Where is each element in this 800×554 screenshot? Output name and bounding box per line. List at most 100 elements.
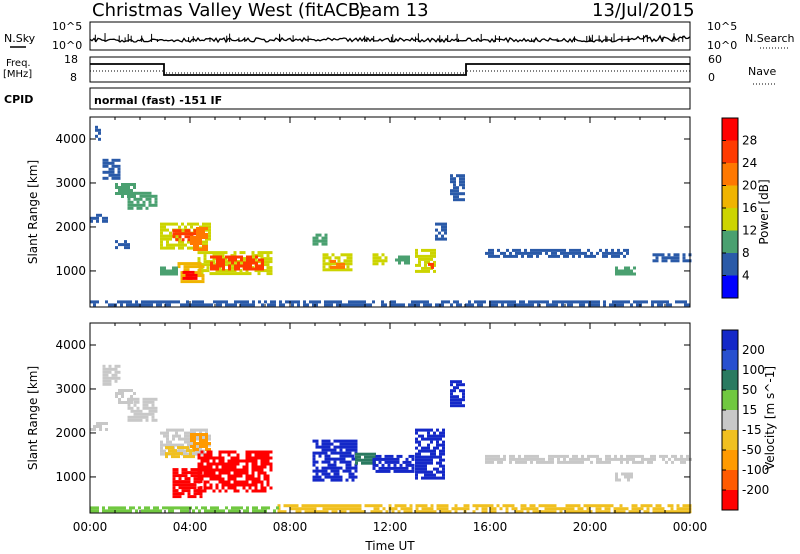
time-tick-label: 12:00 — [373, 520, 408, 534]
velocity-cell — [355, 452, 376, 465]
power-cell — [415, 248, 436, 273]
velocity-colorbar-swatch — [722, 470, 738, 491]
velocity-colorbar-frame — [721, 329, 739, 511]
velocity-colorbar-tick-label: -200 — [742, 483, 769, 497]
power-colorbar-swatch — [722, 140, 738, 164]
power-colorbar-swatch — [722, 230, 738, 254]
power-cell — [90, 213, 108, 223]
velocity-cell — [415, 428, 445, 480]
power-cell — [190, 227, 208, 251]
velocity-cell — [115, 389, 136, 404]
power-colorbar-swatch — [722, 253, 738, 276]
time-tick-label: 16:00 — [473, 520, 508, 534]
time-tick-label: 08:00 — [273, 520, 308, 534]
velocity-colorbar-swatch — [722, 450, 738, 471]
freq-panel-frame — [89, 56, 691, 83]
power-colorbar-label: Power [dB] — [757, 179, 771, 244]
noise-panel-frame — [89, 21, 691, 51]
nave-tick-bottom: 0 — [708, 71, 715, 84]
power-cell — [210, 255, 264, 271]
power-colorbar-tick-label: 16 — [742, 201, 757, 215]
velocity-colorbar-tick-label: -100 — [742, 463, 769, 477]
velocity-colorbar-ticks: 200 100 50 15 -15 -50 -100 -200 — [722, 343, 769, 497]
noise-right-tick-top: 10^5 — [707, 20, 737, 33]
power-cell — [395, 255, 410, 265]
power-cell — [115, 240, 130, 250]
power-cell — [450, 174, 465, 202]
noise-right-tick-bottom: 10^0 — [707, 39, 737, 52]
power-colorbar-swatch — [722, 163, 738, 186]
power-cell — [428, 262, 434, 269]
date-title: 13/Jul/2015 — [592, 0, 695, 21]
velocity-colorbar-swatch — [722, 330, 738, 351]
velocity-colorbar-tick-label: 15 — [742, 403, 757, 417]
velocity-cell — [197, 450, 273, 493]
nave-trace — [90, 70, 690, 74]
time-tick-label: 20:00 — [573, 520, 608, 534]
velocity-cell — [615, 472, 633, 482]
velocity-colorbar-tick-label: 200 — [742, 343, 765, 357]
power-cell — [90, 300, 690, 307]
velocity-colorbar-label: Velocity [m s^-1] — [763, 366, 777, 470]
freq-label: Freq. — [6, 58, 31, 69]
power-colorbar-tick-label: 12 — [742, 224, 757, 238]
power-cell — [160, 266, 178, 276]
power-ytick-label: 1000 — [55, 264, 86, 278]
freq-tick-bottom: 8 — [70, 71, 77, 84]
velocity-y-ticks: 1000 2000 3000 4000 — [55, 338, 690, 484]
velocity-cell — [90, 506, 279, 513]
power-colorbar — [721, 117, 739, 299]
power-cell — [330, 259, 345, 269]
power-cell — [127, 191, 158, 210]
time-tick-label: 00:00 — [73, 520, 108, 534]
power-colorbar-swatch — [722, 185, 738, 209]
velocity-colorbar-tick-label: -50 — [742, 443, 762, 457]
velocity-cell — [90, 422, 108, 431]
freq-tick-top: 18 — [64, 53, 78, 66]
power-colorbar-tick-label: 24 — [742, 156, 757, 170]
power-colorbar-swatch — [722, 118, 738, 141]
cpid-mode: normal (fast) -151 IF — [94, 94, 222, 107]
velocity-x-ticks: 00:00 04:00 08:00 12:00 16:00 20:00 00:00 — [73, 323, 708, 534]
nave-label: Nave — [748, 65, 776, 78]
velocity-cell — [102, 364, 121, 386]
velocity-colorbar-swatch — [722, 410, 738, 431]
velocity-colorbar-tick-label: 50 — [742, 383, 757, 397]
velocity-colorbar-swatch — [722, 370, 738, 391]
power-cell — [485, 248, 629, 258]
velocity-cell — [172, 468, 203, 499]
velocity-ytick-label: 4000 — [55, 338, 86, 352]
power-heatmap-cells — [90, 125, 692, 307]
power-cell — [182, 270, 198, 280]
power-colorbar-ticks: 28 24 20 16 12 8 4 — [722, 134, 757, 283]
power-cell — [372, 253, 388, 266]
power-ytick-label: 2000 — [55, 220, 86, 234]
power-colorbar-swatch — [722, 275, 738, 299]
velocity-cell — [127, 397, 158, 422]
time-axis-label: Time UT — [364, 539, 415, 553]
freq-unit-label: [MHz] — [3, 69, 32, 80]
freq-trace — [90, 63, 690, 76]
power-y-ticks: 1000 2000 3000 4000 — [55, 132, 690, 278]
cpid-panel-frame — [89, 87, 691, 110]
velocity-cell — [190, 433, 211, 451]
power-panel-frame — [89, 116, 691, 308]
velocity-colorbar-swatch — [722, 490, 738, 511]
cpid-label: CPID — [4, 93, 33, 106]
noise-left-tick-top: 10^5 — [52, 20, 82, 33]
power-cell — [615, 266, 636, 276]
power-ytick-label: 3000 — [55, 176, 86, 190]
velocity-y-axis-label: Slant Range [km] — [26, 366, 40, 470]
velocity-cell — [312, 439, 358, 482]
velocity-cell — [450, 380, 465, 408]
power-cell — [435, 222, 447, 241]
time-tick-label: 00:00 — [673, 520, 708, 534]
velocity-colorbar-tick-label: -15 — [742, 423, 762, 437]
beam-title: Beam 13 — [348, 0, 429, 21]
power-ytick-label: 4000 — [55, 132, 86, 146]
velocity-colorbar-swatch — [722, 390, 738, 411]
velocity-colorbar-swatch — [722, 430, 738, 451]
velocity-cell — [372, 454, 415, 473]
power-cell — [95, 125, 101, 141]
